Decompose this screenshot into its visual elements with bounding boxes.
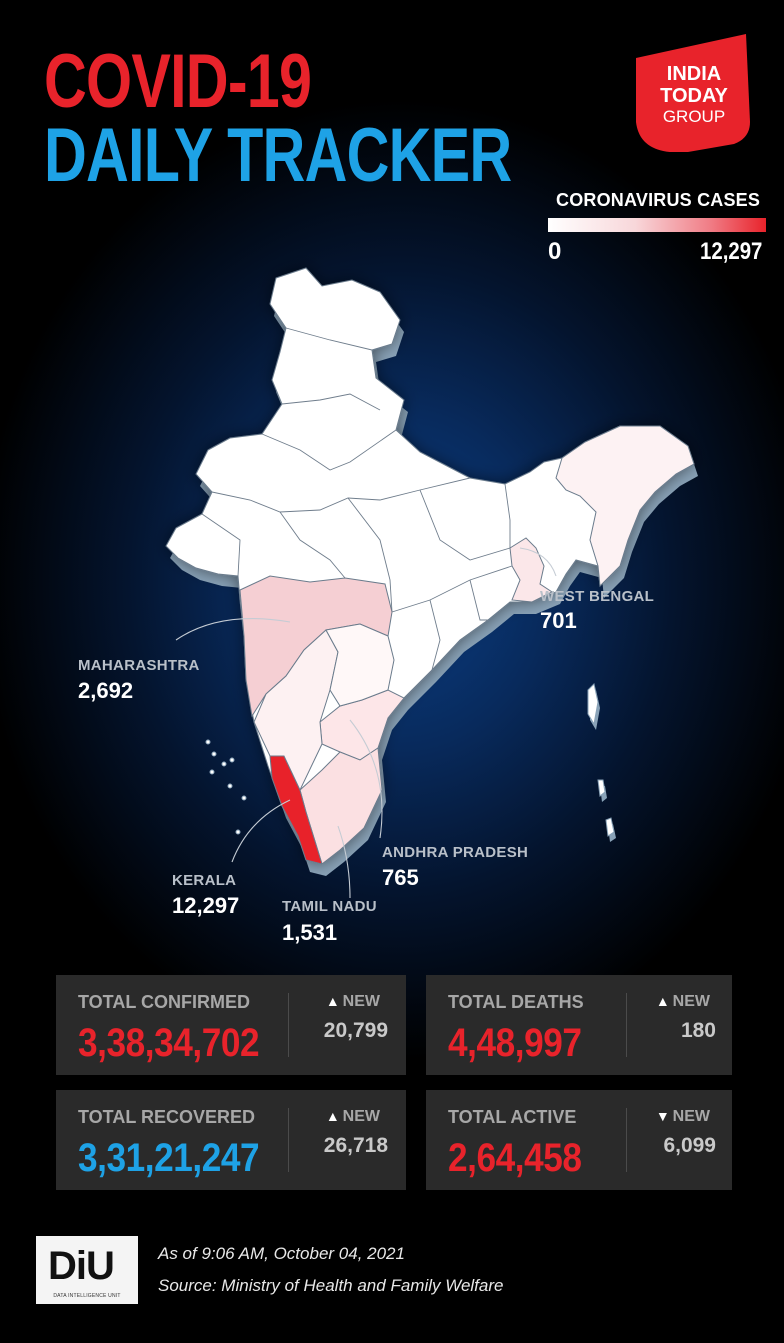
new-indicator: ▼ NEW (656, 1108, 710, 1126)
card-divider (626, 993, 627, 1057)
map-states (165, 267, 695, 865)
stat-label: TOTAL CONFIRMED (78, 992, 250, 1012)
triangle-up-icon: ▲ (655, 993, 670, 1009)
triangle-up-icon: ▲ (325, 1108, 340, 1124)
state-borders (201, 327, 513, 671)
card-divider (288, 993, 289, 1057)
callout-line-andhra-pradesh (349, 719, 383, 839)
value-tamil-nadu: 1,531 (282, 920, 338, 945)
india-today-group-logo: INDIA TODAY GROUP (636, 34, 750, 152)
stat-label: TOTAL RECOVERED (78, 1107, 256, 1127)
label-maharashtra: MAHARASHTRA (78, 657, 200, 674)
value-maharashtra: 2,692 (78, 678, 134, 703)
stat-value: 3,38,34,702 (78, 1021, 260, 1065)
value-kerala: 12,297 (172, 893, 240, 918)
india-map (165, 267, 698, 899)
callout-lines (175, 547, 557, 899)
label-tamil-nadu: TAMIL NADU (282, 898, 377, 915)
new-label: NEW (342, 1108, 380, 1125)
callout-line-kerala (231, 799, 291, 863)
state-west-bengal (509, 537, 553, 603)
islands (205, 683, 615, 837)
new-value: 6,099 (663, 1134, 716, 1157)
label-west-bengal: WEST BENGAL (540, 588, 655, 605)
value-andhra-pradesh: 765 (382, 865, 419, 890)
state-telangana (325, 623, 395, 707)
stat-card-active: TOTAL ACTIVE 2,64,458 ▼ NEW 6,099 (426, 1090, 732, 1190)
stat-value: 4,48,997 (448, 1021, 582, 1065)
legend-max: 12,297 (699, 238, 762, 265)
andaman-islands (587, 683, 615, 837)
state-northeast (555, 425, 695, 588)
triangle-down-icon: ▼ (655, 1108, 670, 1124)
logo-line-3: GROUP (663, 107, 725, 126)
title-line-2: DAILY TRACKER (44, 113, 512, 198)
stat-card-confirmed: TOTAL CONFIRMED 3,38,34,702 ▲ NEW 20,799 (56, 975, 406, 1075)
legend-gradient-bar (548, 218, 766, 232)
stat-label: TOTAL DEATHS (448, 992, 584, 1012)
legend-title: CORONAVIRUS CASES (556, 190, 761, 210)
title-line-1: COVID-19 (44, 39, 312, 124)
new-indicator: ▲ NEW (326, 993, 380, 1011)
stat-value: 2,64,458 (448, 1136, 582, 1180)
stat-card-deaths: TOTAL DEATHS 4,48,997 ▲ NEW 180 (426, 975, 732, 1075)
card-divider (626, 1108, 627, 1172)
new-label: NEW (672, 1108, 710, 1125)
logo-line-1: INDIA (667, 63, 721, 85)
value-west-bengal: 701 (540, 608, 577, 633)
new-indicator: ▲ NEW (326, 1108, 380, 1126)
legend-min: 0 (548, 238, 562, 265)
callout-line-west-bengal (519, 547, 557, 577)
triangle-up-icon: ▲ (325, 993, 340, 1009)
new-label: NEW (342, 993, 380, 1010)
logo-line-2: TODAY (660, 85, 728, 107)
diu-logo-subtitle: DATA INTELLIGENCE UNIT (53, 1293, 121, 1299)
stat-value: 3,31,21,247 (78, 1136, 260, 1180)
new-label: NEW (672, 993, 710, 1010)
stat-card-recovered: TOTAL RECOVERED 3,31,21,247 ▲ NEW 26,718 (56, 1090, 406, 1190)
source-note: Source: Ministry of Health and Family We… (158, 1276, 504, 1295)
diu-logo-text: DiU (48, 1244, 115, 1288)
callout-line-maharashtra (175, 618, 291, 641)
diu-logo: DiU DATA INTELLIGENCE UNIT (36, 1236, 138, 1304)
new-indicator: ▲ NEW (656, 993, 710, 1011)
new-value: 26,718 (323, 1134, 388, 1157)
label-andhra-pradesh: ANDHRA PRADESH (382, 844, 529, 861)
label-kerala: KERALA (172, 872, 237, 889)
lakshadweep-islands (205, 739, 247, 835)
timestamp: As of 9:06 AM, October 04, 2021 (158, 1244, 405, 1263)
new-value: 180 (680, 1019, 716, 1042)
card-divider (288, 1108, 289, 1172)
new-value: 20,799 (323, 1019, 388, 1042)
callout-line-tamil-nadu (337, 825, 351, 899)
stat-label: TOTAL ACTIVE (448, 1107, 577, 1127)
